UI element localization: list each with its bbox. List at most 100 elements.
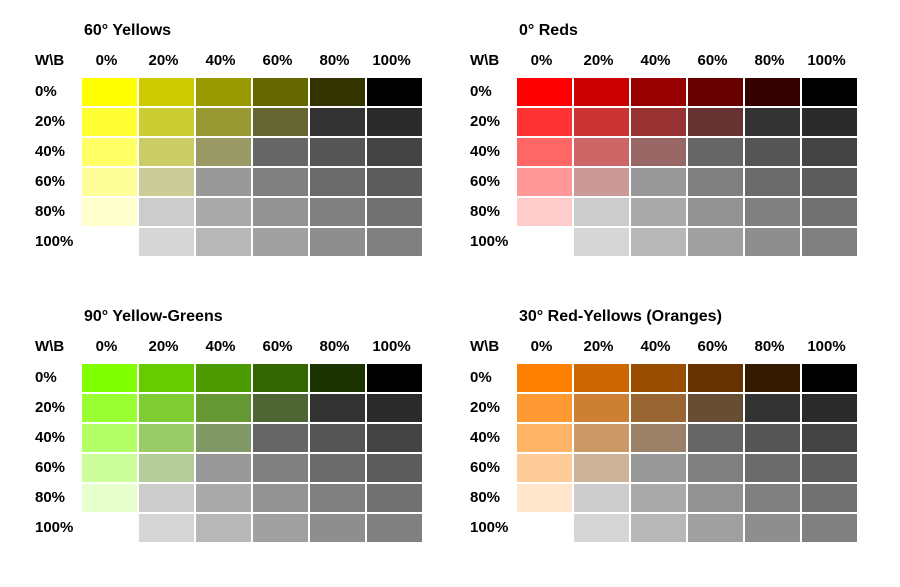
color-swatch	[139, 78, 194, 106]
color-swatch	[253, 198, 308, 226]
column-label: 40%	[205, 52, 236, 69]
color-swatch	[688, 484, 743, 512]
color-swatch	[631, 108, 686, 136]
color-swatch	[196, 228, 251, 256]
color-swatch	[310, 394, 365, 422]
color-swatch	[196, 198, 251, 226]
row-label: 100%	[35, 519, 74, 536]
color-swatch	[802, 138, 857, 166]
color-swatch	[574, 78, 629, 106]
color-swatch	[253, 484, 308, 512]
color-swatch	[139, 198, 194, 226]
oranges-panel: 30° Red-Yellows (Oranges) W\B 0% 20% 40% 60% 8…	[470, 308, 900, 548]
color-swatch	[310, 228, 365, 256]
column-label: 60%	[697, 338, 728, 355]
color-swatch	[196, 424, 251, 452]
color-swatch	[745, 364, 800, 392]
column-label: 20%	[148, 52, 179, 69]
color-swatch	[631, 78, 686, 106]
color-swatch	[688, 514, 743, 542]
color-swatch	[688, 108, 743, 136]
color-swatch	[196, 138, 251, 166]
color-swatch	[574, 138, 629, 166]
color-swatch	[253, 424, 308, 452]
column-label: 0%	[95, 338, 118, 355]
row-label: 20%	[35, 399, 66, 416]
color-swatch	[367, 514, 422, 542]
color-swatch	[367, 138, 422, 166]
panel-title: 90° Yellow-Greens	[84, 308, 223, 325]
color-swatch	[253, 394, 308, 422]
column-label: 60%	[262, 52, 293, 69]
color-swatch	[517, 394, 572, 422]
row-label: 100%	[35, 233, 74, 250]
color-swatch	[517, 454, 572, 482]
color-swatch	[82, 108, 137, 136]
color-swatch	[574, 394, 629, 422]
color-swatch	[631, 514, 686, 542]
column-label: 60%	[697, 52, 728, 69]
color-swatch	[688, 424, 743, 452]
column-label: 0%	[530, 338, 553, 355]
column-label: 0%	[530, 52, 553, 69]
color-swatch	[745, 484, 800, 512]
color-swatch	[139, 168, 194, 196]
color-swatch	[631, 394, 686, 422]
color-swatch	[574, 454, 629, 482]
row-label: 0%	[35, 83, 57, 100]
yellow-greens-panel: 90° Yellow-Greens W\B 0% 20% 40% 60% 80% 100% 0%…	[35, 308, 465, 548]
color-swatch	[802, 364, 857, 392]
color-swatch	[745, 228, 800, 256]
color-swatch	[367, 484, 422, 512]
color-swatch	[517, 138, 572, 166]
color-swatch	[310, 168, 365, 196]
color-swatch	[745, 168, 800, 196]
color-swatch	[82, 168, 137, 196]
color-swatch	[139, 364, 194, 392]
color-swatch	[631, 168, 686, 196]
color-swatch	[802, 108, 857, 136]
column-label: 80%	[319, 338, 350, 355]
color-swatch	[802, 228, 857, 256]
color-swatch	[82, 78, 137, 106]
color-swatch	[517, 484, 572, 512]
row-label: 20%	[35, 113, 66, 130]
color-swatch	[631, 454, 686, 482]
color-swatch	[802, 168, 857, 196]
column-label: 60%	[262, 338, 293, 355]
color-swatch	[517, 364, 572, 392]
row-label: 20%	[470, 113, 501, 130]
color-swatch	[310, 138, 365, 166]
color-swatch	[82, 228, 137, 256]
color-swatch	[517, 514, 572, 542]
color-swatch	[253, 108, 308, 136]
column-label: 20%	[583, 52, 614, 69]
color-swatch	[139, 514, 194, 542]
color-swatch	[139, 138, 194, 166]
row-label: 60%	[470, 459, 501, 476]
color-swatch	[310, 78, 365, 106]
color-swatch	[139, 108, 194, 136]
color-swatch	[367, 454, 422, 482]
color-swatch	[367, 424, 422, 452]
corner-label: W\B	[35, 338, 65, 355]
color-swatch	[196, 364, 251, 392]
color-swatch	[745, 78, 800, 106]
color-swatch	[253, 78, 308, 106]
color-swatch	[253, 138, 308, 166]
column-label: 0%	[95, 52, 118, 69]
color-swatch	[253, 454, 308, 482]
color-swatch	[574, 484, 629, 512]
color-swatch	[82, 484, 137, 512]
color-swatch	[82, 424, 137, 452]
column-label: 100%	[807, 52, 846, 69]
color-swatch	[688, 78, 743, 106]
color-swatch	[310, 364, 365, 392]
color-swatch	[310, 108, 365, 136]
color-swatch	[574, 168, 629, 196]
color-swatch	[139, 228, 194, 256]
color-swatch	[688, 454, 743, 482]
color-swatch	[631, 424, 686, 452]
color-swatch	[574, 108, 629, 136]
color-swatch	[253, 364, 308, 392]
